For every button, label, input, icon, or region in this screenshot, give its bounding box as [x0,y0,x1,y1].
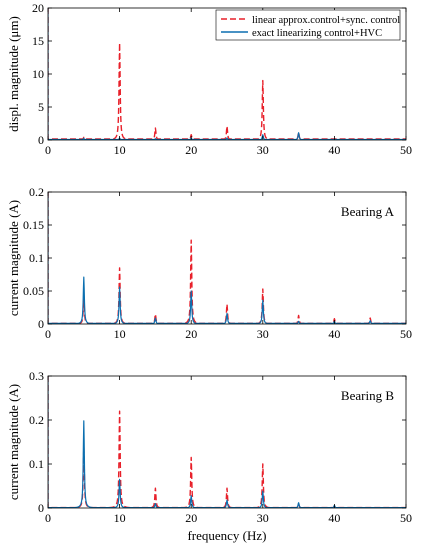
x-tick-label: 50 [400,327,412,341]
y-tick-label: 0.1 [29,457,44,471]
y-axis-label: current magnitude (A) [6,384,21,500]
y-axis-label: current magnitude (A) [6,200,21,316]
x-tick-label: 0 [45,511,51,525]
series-line-exact-linearizing [48,376,406,508]
x-tick-label: 0 [45,327,51,341]
panel-label: Bearing B [341,388,394,403]
x-tick-label: 20 [185,327,197,341]
y-tick-label: 0.05 [23,284,44,298]
x-tick-label: 10 [114,143,126,157]
x-tick-label: 40 [328,511,340,525]
y-tick-label: 0.2 [29,413,44,427]
x-axis-label: frequency (Hz) [187,528,266,543]
plot-frame [47,375,407,509]
x-tick-label: 10 [114,327,126,341]
x-tick-label: 20 [185,511,197,525]
series-line-exact-linearizing [48,192,406,324]
x-tick-label: 30 [257,327,269,341]
x-tick-label: 50 [400,143,412,157]
x-tick-label: 30 [257,511,269,525]
x-tick-label: 0 [45,143,51,157]
chart-bearing-a: 0 10 20 30 40 50 0 0.05 0.1 0.15 0.2 current magnit… [6,185,412,341]
y-tick-label: 0.15 [23,218,44,232]
legend-box [215,9,401,41]
x-tick-label: 40 [328,327,340,341]
series-line-exact-linearizing [48,8,406,140]
y-tick-label: 0 [38,317,44,331]
panel-label: Bearing A [341,204,395,219]
legend-label: exact linearizing control+HVC [252,28,382,39]
y-tick-label: 15 [32,34,44,48]
y-tick-label: 0.3 [29,369,44,383]
y-tick-label: 5 [38,100,44,114]
y-axis-label: displ. magnitude (μm) [6,16,21,132]
legend-label: linear approx.control+sync. control [252,15,400,26]
x-tick-label: 20 [185,143,197,157]
y-tick-label: 10 [32,67,44,81]
y-tick-label: 0.2 [29,185,44,199]
x-tick-label: 40 [328,143,340,157]
chart-top: 0 10 20 30 40 50 0 5 10 15 20 displ. magnitude (μm)… [6,1,412,157]
y-tick-label: 0 [38,501,44,515]
x-tick-label: 30 [257,143,269,157]
series-line-linear-approx [48,376,406,508]
legend: linear approx.control+sync. control exact… [215,9,401,41]
y-tick-label: 0 [38,133,44,147]
x-tick-label: 50 [400,511,412,525]
y-tick-label: 0.1 [29,251,44,265]
chart-bearing-b: 0 10 20 30 40 50 0 0.1 0.2 0.3 current magnitude (… [6,369,412,543]
y-tick-label: 20 [32,1,44,15]
x-tick-label: 10 [114,511,126,525]
